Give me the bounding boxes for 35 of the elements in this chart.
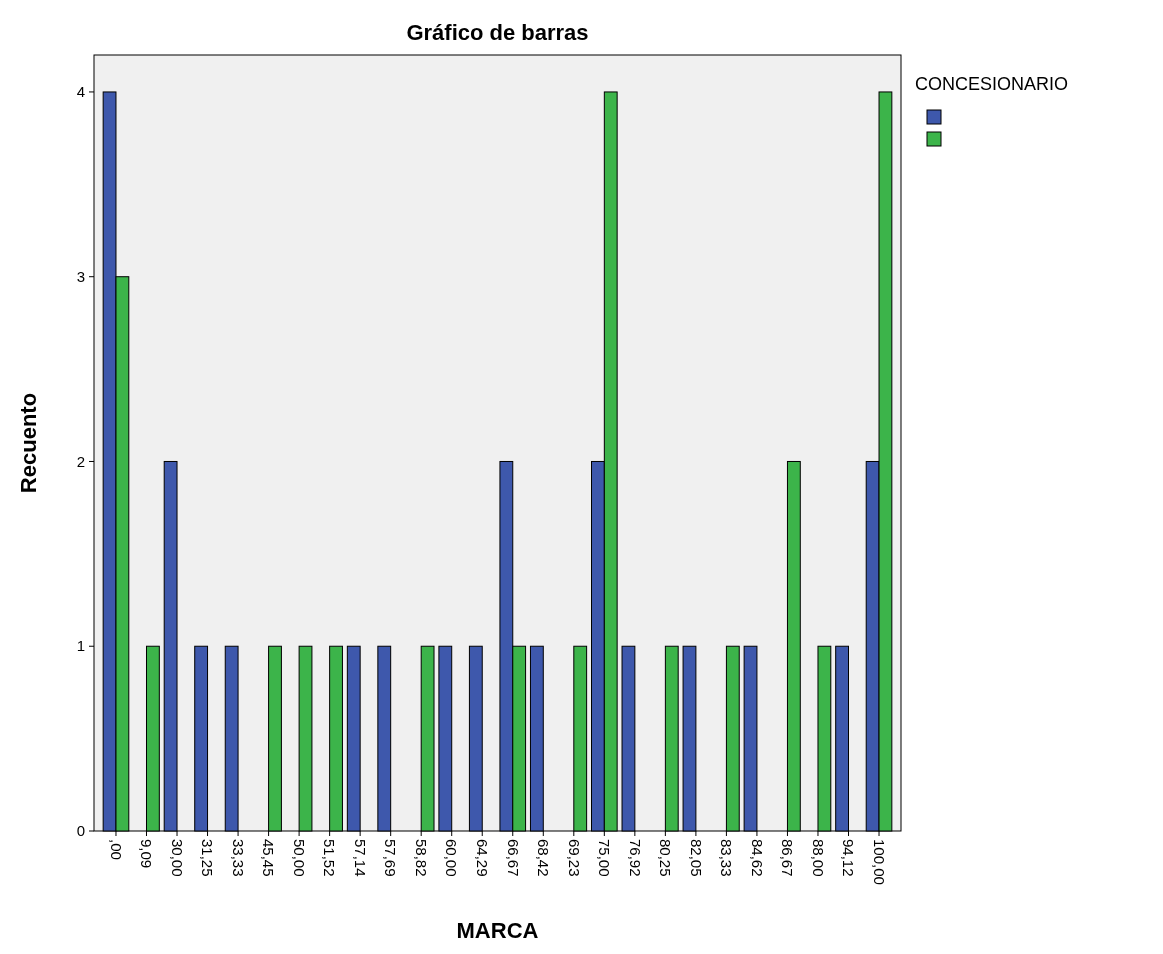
y-tick-label: 3 xyxy=(76,267,85,285)
x-tick-label: 76,92 xyxy=(626,839,644,877)
x-tick-label: 84,62 xyxy=(748,839,766,877)
x-tick-label: 45,45 xyxy=(260,839,278,877)
x-tick-label: 51,52 xyxy=(321,839,339,877)
x-tick-label: 88,00 xyxy=(809,839,827,877)
x-tick-label: 82,05 xyxy=(687,839,705,877)
x-tick-label: 57,69 xyxy=(382,839,400,877)
x-tick-label: 100,00 xyxy=(870,839,888,885)
x-tick-label: ,00 xyxy=(107,839,125,860)
x-tick-label: 57,14 xyxy=(351,839,369,877)
x-tick-label: 58,82 xyxy=(412,839,430,877)
y-tick-label: 4 xyxy=(76,83,85,101)
legend-title: CONCESIONARIO xyxy=(915,74,1069,94)
x-tick-label: 50,00 xyxy=(290,839,308,877)
x-axis-title: MARCA xyxy=(456,918,539,943)
x-tick-label: 75,00 xyxy=(596,839,614,877)
x-tick-label: 60,00 xyxy=(443,839,461,877)
x-tick-label: 9,09 xyxy=(138,839,156,869)
x-tick-label: 64,29 xyxy=(473,839,491,877)
chart-title: Gráfico de barras xyxy=(406,20,589,45)
y-axis-title: Recuento xyxy=(16,392,41,494)
x-tick-label: 80,25 xyxy=(657,839,675,877)
x-tick-label: 86,67 xyxy=(779,839,797,877)
x-tick-label: 94,12 xyxy=(840,839,858,877)
x-tick-label: 30,00 xyxy=(168,839,186,877)
y-tick-label: 0 xyxy=(76,822,85,840)
y-tick-label: 2 xyxy=(76,452,85,470)
x-tick-label: 83,33 xyxy=(718,839,736,877)
x-tick-label: 31,25 xyxy=(199,839,217,877)
x-tick-label: 33,33 xyxy=(229,839,247,877)
x-tick-label: 68,42 xyxy=(535,839,553,877)
x-tick-label: 69,23 xyxy=(565,839,583,877)
y-tick-label: 1 xyxy=(76,637,85,655)
x-tick-label: 66,67 xyxy=(504,839,522,877)
